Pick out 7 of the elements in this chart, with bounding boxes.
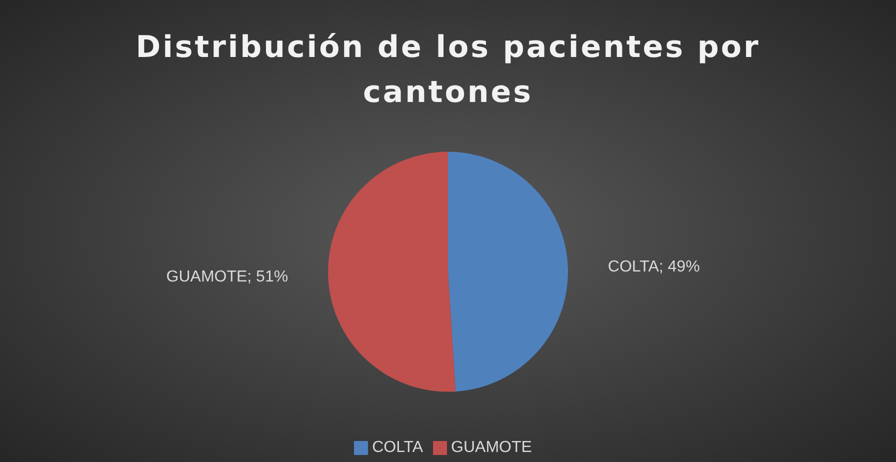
data-label: COLTA; 49% [608,258,700,276]
legend-label: COLTA [372,439,424,456]
pie-slice [328,152,456,392]
data-label: GUAMOTE; 51% [166,268,288,286]
legend-label: GUAMOTE [451,439,532,456]
chart-title: Distribución de los pacientes por cantones [134,29,762,112]
pie-slice [448,152,568,392]
